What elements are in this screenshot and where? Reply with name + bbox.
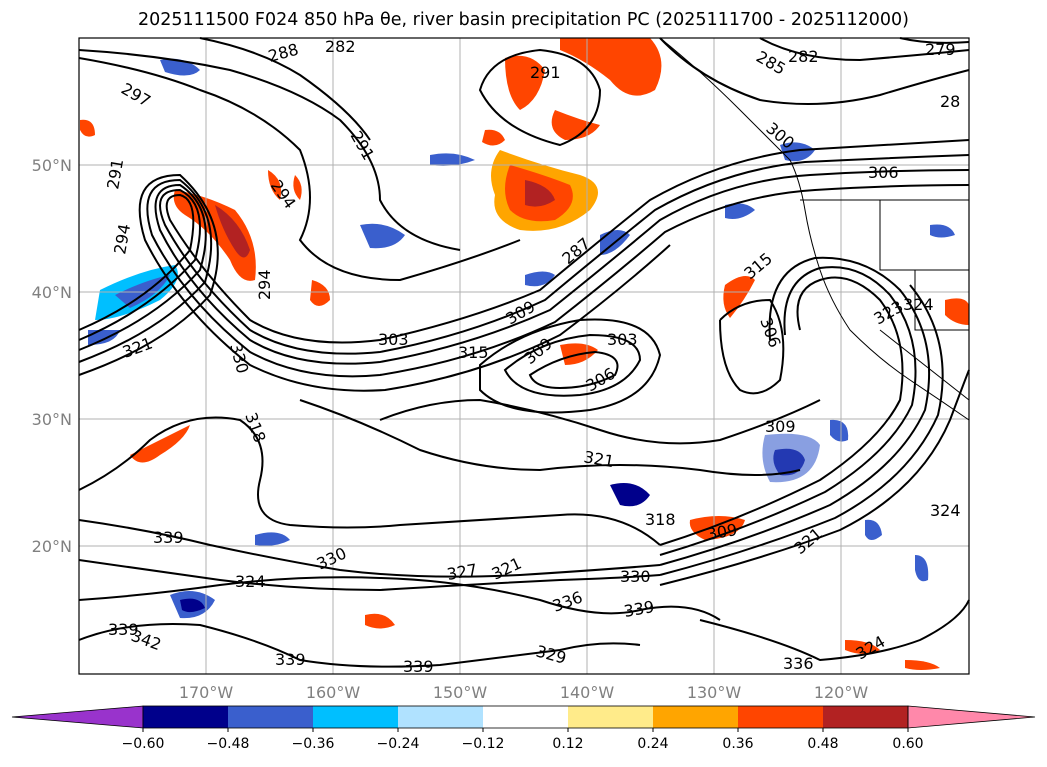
latitude-labels: 50°N 40°N 30°N 20°N <box>32 156 72 556</box>
colorbar-tick-label: 0.24 <box>637 736 668 752</box>
coastlines <box>659 37 970 421</box>
contour-label: 339 <box>108 620 139 639</box>
colorbar-segment <box>568 706 653 728</box>
contour-label: 28 <box>940 92 960 111</box>
colorbar-tick-label: −0.36 <box>292 736 335 752</box>
lat-label: 20°N <box>32 537 72 556</box>
lon-label: 140°W <box>560 683 615 702</box>
contour-label: 282 <box>788 47 819 66</box>
contour-label: 330 <box>620 567 651 586</box>
contour-label: 315 <box>458 343 489 362</box>
colorbar-tick-label: 0.60 <box>892 736 923 752</box>
colorbar-segment <box>653 706 738 728</box>
contour-label: 318 <box>645 510 676 529</box>
colorbar-segment <box>313 706 398 728</box>
colorbar: −0.60 −0.48 −0.36 −0.24 −0.12 0.12 0.24 0.36 0.4… <box>11 705 1036 752</box>
colorbar-tick-label: 0.12 <box>552 736 583 752</box>
colorbar-tick-label: −0.24 <box>377 736 420 752</box>
contour-label: 339 <box>403 657 434 676</box>
contour-label: 294 <box>255 269 274 300</box>
lon-label: 160°W <box>306 683 361 702</box>
colorbar-extend-high <box>907 705 1036 729</box>
lat-label: 40°N <box>32 283 72 302</box>
colorbar-extend-low <box>11 705 144 729</box>
colorbar-segment <box>483 706 568 728</box>
contour-label: 324 <box>930 501 961 520</box>
lat-label: 50°N <box>32 156 72 175</box>
lon-label: 150°W <box>433 683 488 702</box>
colorbar-outline <box>142 705 909 729</box>
contour-label: 324 <box>903 295 934 314</box>
colorbar-segment <box>228 706 313 728</box>
colorbar-tick-label: −0.60 <box>122 736 165 752</box>
contour-label: 282 <box>325 37 356 56</box>
colorbar-tick-label: −0.12 <box>462 736 505 752</box>
contour-label: 336 <box>783 654 814 673</box>
lat-label: 30°N <box>32 410 72 429</box>
lon-label: 130°W <box>687 683 742 702</box>
longitude-labels: 170°W 160°W 150°W 140°W 130°W 120°W <box>179 683 869 702</box>
contour-label: 324 <box>235 572 266 591</box>
colorbar-segment <box>143 706 228 728</box>
contour-label: 309 <box>765 417 796 436</box>
contour-label: 306 <box>868 163 899 182</box>
colorbar-segment <box>738 706 823 728</box>
contour-label: 303 <box>378 330 409 349</box>
colorbar-segment <box>823 706 908 728</box>
contour-label: 339 <box>153 528 184 547</box>
contour-label: 339 <box>275 650 306 669</box>
map-panel: 291 297 282 288 291 291 294 285 282 279 … <box>78 37 970 676</box>
colorbar-tick-label: 0.36 <box>722 736 753 752</box>
map-title: 2025111500 F024 850 hPa θe, river basin … <box>138 10 909 30</box>
theta-e-contours <box>78 37 970 668</box>
contour-label: 303 <box>607 330 638 349</box>
contour-label: 279 <box>925 40 956 59</box>
contour-label: 291 <box>530 63 561 82</box>
lon-label: 120°W <box>814 683 869 702</box>
colorbar-tick-label: 0.48 <box>807 736 838 752</box>
colorbar-tick-label: −0.48 <box>207 736 250 752</box>
colorbar-segment <box>398 706 483 728</box>
lon-label: 170°W <box>179 683 234 702</box>
